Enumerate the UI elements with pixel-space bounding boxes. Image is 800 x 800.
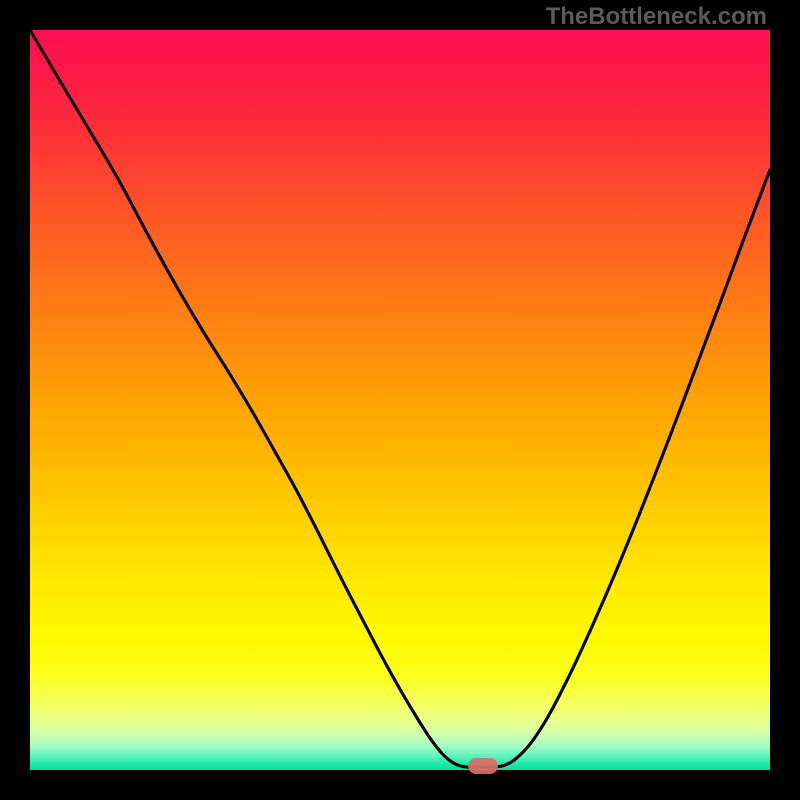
watermark-text: TheBottleneck.com	[546, 3, 767, 31]
plot-area	[30, 30, 770, 770]
chart-frame: TheBottleneck.com	[0, 0, 800, 800]
optimal-point-marker	[468, 758, 498, 774]
chart-svg-layer	[30, 30, 770, 770]
gradient-background	[30, 30, 770, 770]
